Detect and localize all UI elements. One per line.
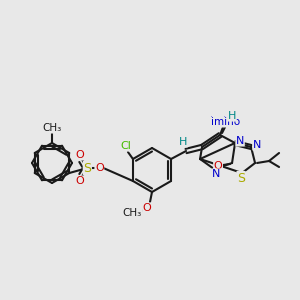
Text: H: H bbox=[179, 137, 187, 147]
Text: N: N bbox=[253, 140, 261, 150]
Text: CH₃: CH₃ bbox=[42, 123, 62, 133]
Text: O: O bbox=[75, 176, 84, 186]
Text: imino: imino bbox=[211, 116, 240, 126]
Text: S: S bbox=[237, 172, 245, 184]
Text: O: O bbox=[142, 203, 152, 213]
Text: O: O bbox=[95, 163, 104, 173]
Text: O: O bbox=[214, 161, 222, 171]
Text: imino: imino bbox=[212, 117, 241, 127]
Text: N: N bbox=[212, 169, 220, 179]
Text: H: H bbox=[228, 111, 236, 121]
Text: S: S bbox=[83, 161, 91, 175]
Text: O: O bbox=[75, 150, 84, 160]
Text: Cl: Cl bbox=[121, 141, 131, 151]
Text: N: N bbox=[236, 136, 244, 146]
Text: CH₃: CH₃ bbox=[122, 208, 142, 218]
